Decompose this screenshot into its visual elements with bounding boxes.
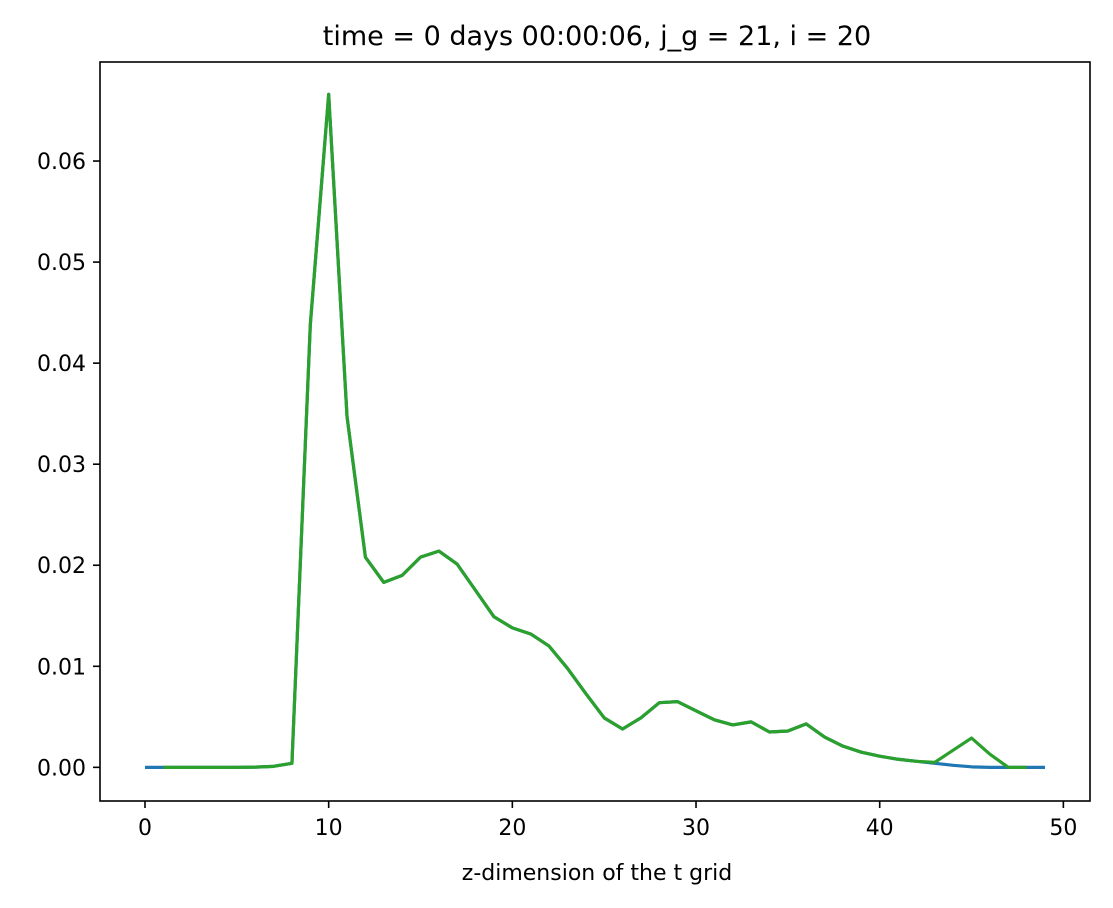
y-tick-label: 0.05	[37, 251, 86, 276]
x-axis: 0 10 20 30 40 50	[138, 801, 1077, 841]
x-tick-label: 20	[498, 816, 526, 841]
plot-frame	[99, 61, 1091, 802]
x-tick-label: 0	[138, 816, 152, 841]
y-tick-label: 0.00	[37, 756, 86, 781]
series-line-1	[145, 92, 1045, 769]
x-axis-label: z-dimension of the t grid	[462, 861, 732, 886]
y-axis: 0.00 0.01 0.02 0.03 0.04 0.05 0.06	[37, 150, 100, 781]
x-tick-label: 40	[866, 816, 894, 841]
x-tick-label: 10	[315, 816, 343, 841]
y-tick-label: 0.03	[37, 453, 86, 478]
x-tick-label: 30	[682, 816, 710, 841]
y-tick-label: 0.02	[37, 554, 86, 579]
series-line-2	[163, 92, 1027, 769]
series-layer	[145, 92, 1045, 769]
y-tick-label: 0.01	[37, 655, 86, 680]
chart-title: time = 0 days 00:00:06, j_g = 21, i = 20	[323, 21, 871, 52]
y-tick-label: 0.06	[37, 150, 86, 175]
x-tick-label: 50	[1049, 816, 1077, 841]
y-tick-label: 0.04	[37, 352, 86, 377]
